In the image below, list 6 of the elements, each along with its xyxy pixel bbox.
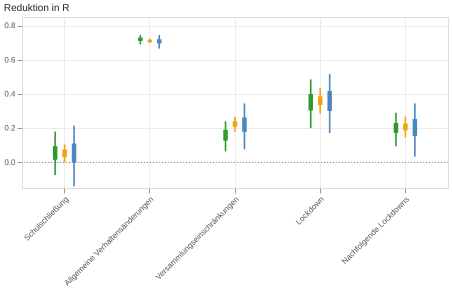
y-tick-label: 0.2 [4,124,16,133]
y-tick-label: 0.4 [4,89,16,98]
y-tick-label: 0.0 [4,158,16,167]
y-tick-label: 0.6 [4,55,16,64]
chart-title: Reduktion in R [4,3,70,14]
y-tick-label: 0.8 [4,21,16,30]
